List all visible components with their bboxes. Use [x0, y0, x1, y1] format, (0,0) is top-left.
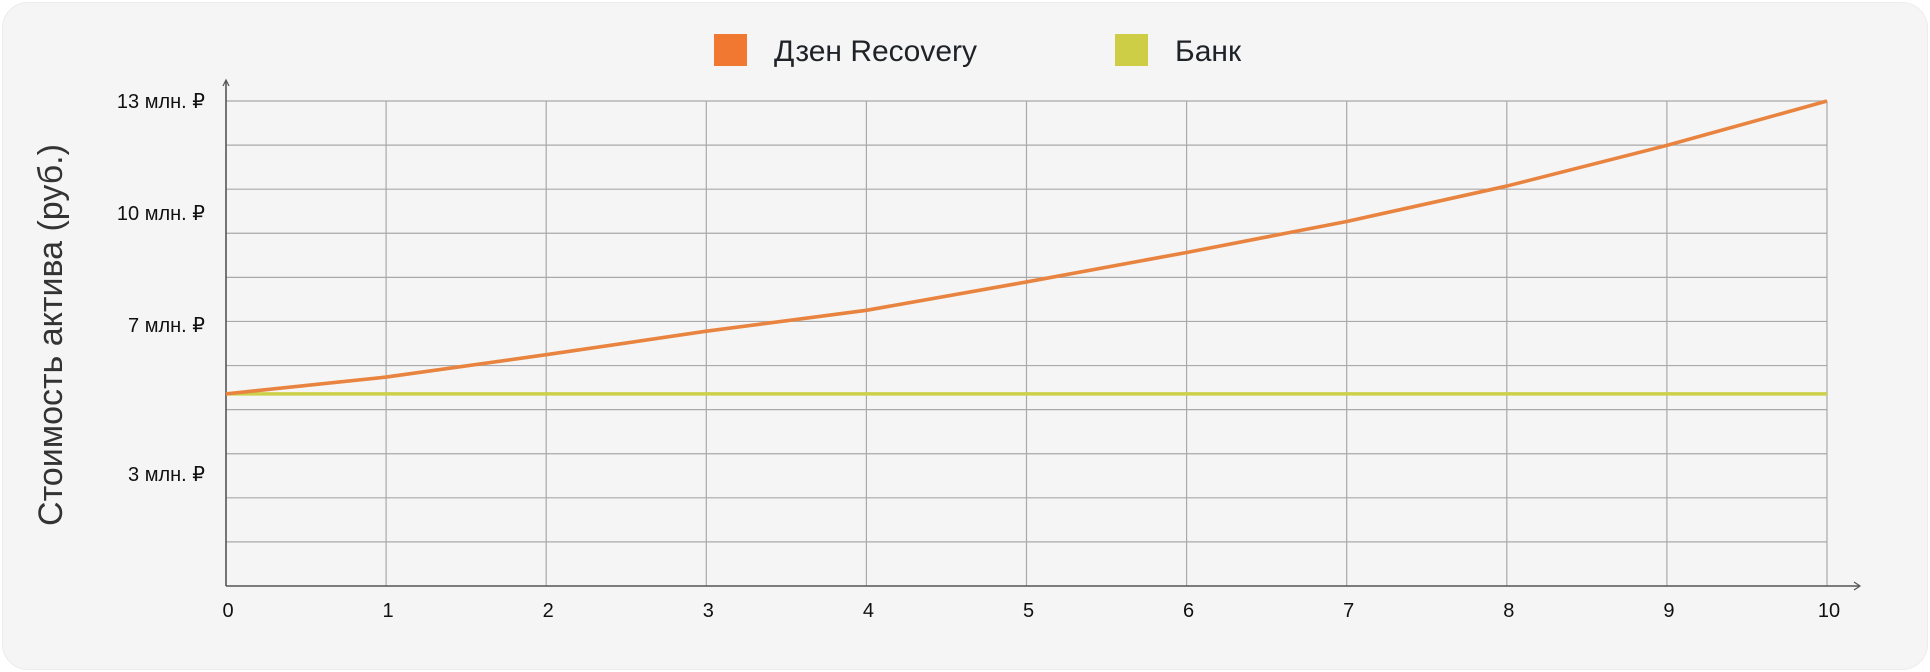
x-tick-label: 8: [1503, 600, 1514, 622]
x-tick-label: 0: [222, 600, 233, 622]
tick-labels: 0 1 2 3 4 5 6 7 8 9 10 13 млн. ₽ 10 млн. ₽ 7 млн. ₽ 3 …: [117, 91, 1840, 622]
series-lines: [225, 99, 1828, 396]
x-axis-arrow: [1853, 581, 1862, 591]
x-tick-label: 5: [1023, 600, 1034, 622]
x-tick-label: 4: [863, 600, 874, 622]
series-line-dzen-recovery: [225, 99, 1828, 396]
x-tick-label: 6: [1183, 600, 1194, 622]
legend-swatch-bank: [1115, 34, 1148, 66]
legend-label-dzen-recovery: Дзен Recovery: [774, 35, 977, 68]
y-axis-arrow: [222, 78, 230, 87]
grid: [226, 100, 1828, 586]
x-tick-label: 1: [383, 600, 394, 622]
axes: [222, 78, 1862, 591]
y-tick-label: 10 млн. ₽: [117, 203, 205, 225]
x-tick-label: 9: [1663, 600, 1674, 622]
legend-label-bank: Банк: [1175, 35, 1242, 68]
x-tick-label: 3: [703, 600, 714, 622]
y-tick-label: 7 млн. ₽: [128, 315, 205, 337]
x-tick-label: 7: [1343, 600, 1354, 622]
legend-swatch-dzen-recovery: [714, 34, 747, 66]
x-tick-label: 10: [1818, 600, 1840, 622]
x-tick-label: 2: [543, 600, 554, 622]
y-axis-title: Стоимость актива (руб.): [32, 144, 70, 526]
y-tick-label: 3 млн. ₽: [128, 464, 205, 486]
y-tick-label: 13 млн. ₽: [117, 91, 205, 113]
legend: Дзен Recovery Банк: [714, 34, 1242, 68]
